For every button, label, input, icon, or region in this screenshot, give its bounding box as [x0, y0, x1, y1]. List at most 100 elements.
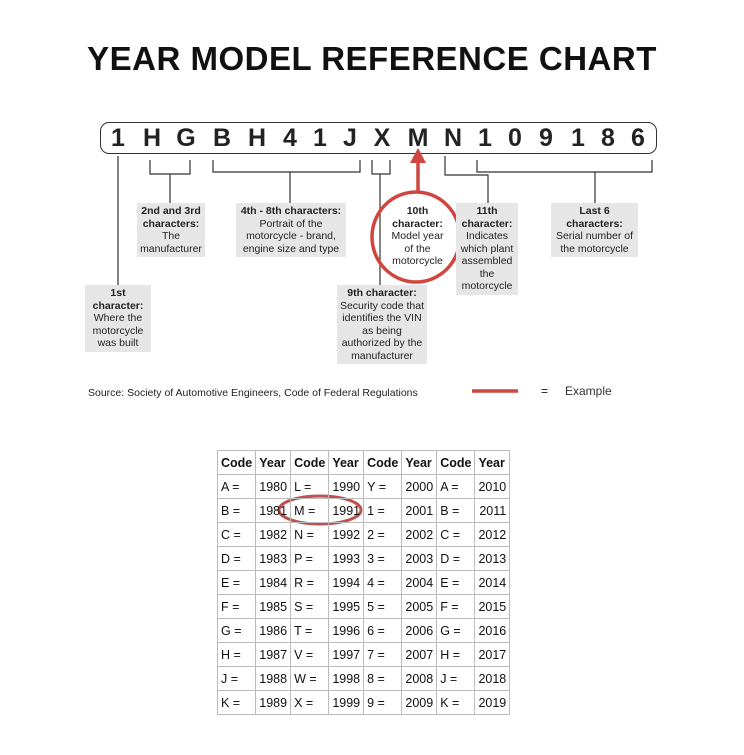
- code-cell: B =: [436, 498, 476, 523]
- year-cell: 1983: [255, 546, 292, 571]
- code-cell: L =: [290, 474, 330, 499]
- vin-character: G: [176, 124, 196, 152]
- year-cell: 2013: [474, 546, 511, 571]
- code-cell: X =: [290, 690, 330, 715]
- code-cell: E =: [436, 570, 476, 595]
- year-cell: 1992: [328, 522, 365, 547]
- column-header: Code: [363, 450, 403, 475]
- year-cell: 2014: [474, 570, 511, 595]
- year-cell: 2010: [474, 474, 511, 499]
- year-cell: 1981: [255, 498, 292, 523]
- label-last-6-characters: Last 6 characters: Serial number of the m…: [551, 203, 638, 257]
- code-cell: G =: [216, 618, 257, 643]
- vin-box: [100, 122, 657, 154]
- table-row: G = 1986 T = 1996 6 = 2006 G = 2016: [216, 618, 511, 643]
- table-row: F = 1985 S = 1995 5 = 2005 F = 2015: [216, 594, 511, 619]
- vin-character: N: [443, 124, 463, 152]
- code-cell: G =: [436, 618, 476, 643]
- year-cell: 1980: [255, 474, 292, 499]
- year-cell: 2006: [401, 618, 438, 643]
- year-cell: 1982: [255, 522, 292, 547]
- vin-character: 1: [571, 124, 585, 152]
- code-cell: F =: [216, 594, 257, 619]
- vin-character: 1: [111, 124, 125, 152]
- code-cell: E =: [216, 570, 257, 595]
- code-cell: D =: [436, 546, 476, 571]
- vin-character: 0: [508, 124, 522, 152]
- code-cell: 6 =: [363, 618, 403, 643]
- column-header: Year: [255, 450, 292, 475]
- table-row: J = 1988 W = 1998 8 = 2008 J = 2018: [216, 666, 511, 691]
- code-cell: J =: [216, 666, 257, 691]
- year-cell: 1997: [328, 642, 365, 667]
- year-cell: 2004: [401, 570, 438, 595]
- bracket-2nd-3rd: [149, 160, 191, 203]
- code-cell: V =: [290, 642, 330, 667]
- bracket-9th: [371, 160, 391, 285]
- code-cell: F =: [436, 594, 476, 619]
- code-cell: D =: [216, 546, 257, 571]
- column-header: Code: [290, 450, 330, 475]
- code-cell: J =: [436, 666, 476, 691]
- label-10th-character: 10th character: Model year of the motorcy…: [391, 205, 444, 267]
- code-cell: A =: [216, 474, 257, 499]
- vin-character: H: [247, 124, 267, 152]
- arrow-head: [410, 148, 426, 163]
- vin-character: 8: [601, 124, 615, 152]
- table-row: A = 1980 L = 1990 Y = 2000 A = 2010: [216, 474, 511, 499]
- vin-character: 1: [478, 124, 492, 152]
- label-11th-character: 11th character: Indicates which plant ass…: [456, 203, 518, 295]
- code-cell: 9 =: [363, 690, 403, 715]
- table-row: D = 1983 P = 1993 3 = 2003 D = 2013: [216, 546, 511, 571]
- code-cell: P =: [290, 546, 330, 571]
- code-cell: H =: [216, 642, 257, 667]
- legend-equals: =: [541, 384, 549, 398]
- code-cell: 2 =: [363, 522, 403, 547]
- year-cell: 1999: [328, 690, 365, 715]
- label-4th-8th-characters: 4th - 8th characters: Portrait of the mot…: [236, 203, 346, 257]
- column-header: Code: [436, 450, 476, 475]
- code-cell: B =: [216, 498, 257, 523]
- code-cell: A =: [436, 474, 476, 499]
- code-cell: C =: [436, 522, 476, 547]
- year-cell: 2016: [474, 618, 511, 643]
- legend-example: Example: [565, 384, 612, 398]
- year-cell: 1995: [328, 594, 365, 619]
- year-cell: 2019: [474, 690, 511, 715]
- code-cell: W =: [290, 666, 330, 691]
- code-cell: K =: [436, 690, 476, 715]
- year-cell: 2009: [401, 690, 438, 715]
- code-cell: H =: [436, 642, 476, 667]
- vin-character: 6: [631, 124, 645, 152]
- year-cell: 1996: [328, 618, 365, 643]
- code-cell: C =: [216, 522, 257, 547]
- label-1st-character: 1st character: Where the motorcycle was b…: [85, 285, 151, 352]
- code-cell: T =: [290, 618, 330, 643]
- column-header: Code: [216, 450, 257, 475]
- table-row: C = 1982 N = 1992 2 = 2002 C = 2012: [216, 522, 511, 547]
- year-cell: 2001: [401, 498, 438, 523]
- code-cell: N =: [290, 522, 330, 547]
- code-cell: 8 =: [363, 666, 403, 691]
- year-code-table: Code Year Code Year Code Year Code Year A = 1980…: [216, 450, 511, 715]
- vin-character: X: [373, 124, 391, 152]
- year-cell: 2012: [474, 522, 511, 547]
- label-9th-character: 9th character: Security code that identif…: [337, 285, 427, 364]
- bracket-last-6: [476, 160, 653, 203]
- table-row: E = 1984 R = 1994 4 = 2004 E = 2014: [216, 570, 511, 595]
- code-cell: S =: [290, 594, 330, 619]
- vin-character: M: [407, 124, 429, 152]
- year-cell: 1990: [328, 474, 365, 499]
- year-cell: 1989: [255, 690, 292, 715]
- code-cell: 7 =: [363, 642, 403, 667]
- table-row: K = 1989 X = 1999 9 = 2009 K = 2019: [216, 690, 511, 715]
- vin-character: B: [212, 124, 232, 152]
- year-cell: 2002: [401, 522, 438, 547]
- vin-character: J: [343, 124, 357, 152]
- code-cell: R =: [290, 570, 330, 595]
- year-cell: 1988: [255, 666, 292, 691]
- table-row: B = 1981 M = 1991 1 = 2001 B = 2011: [216, 498, 511, 523]
- label-2nd-3rd-characters: 2nd and 3rd characters: The manufacturer: [137, 203, 205, 257]
- column-header: Year: [328, 450, 365, 475]
- bracket-11th: [444, 156, 489, 203]
